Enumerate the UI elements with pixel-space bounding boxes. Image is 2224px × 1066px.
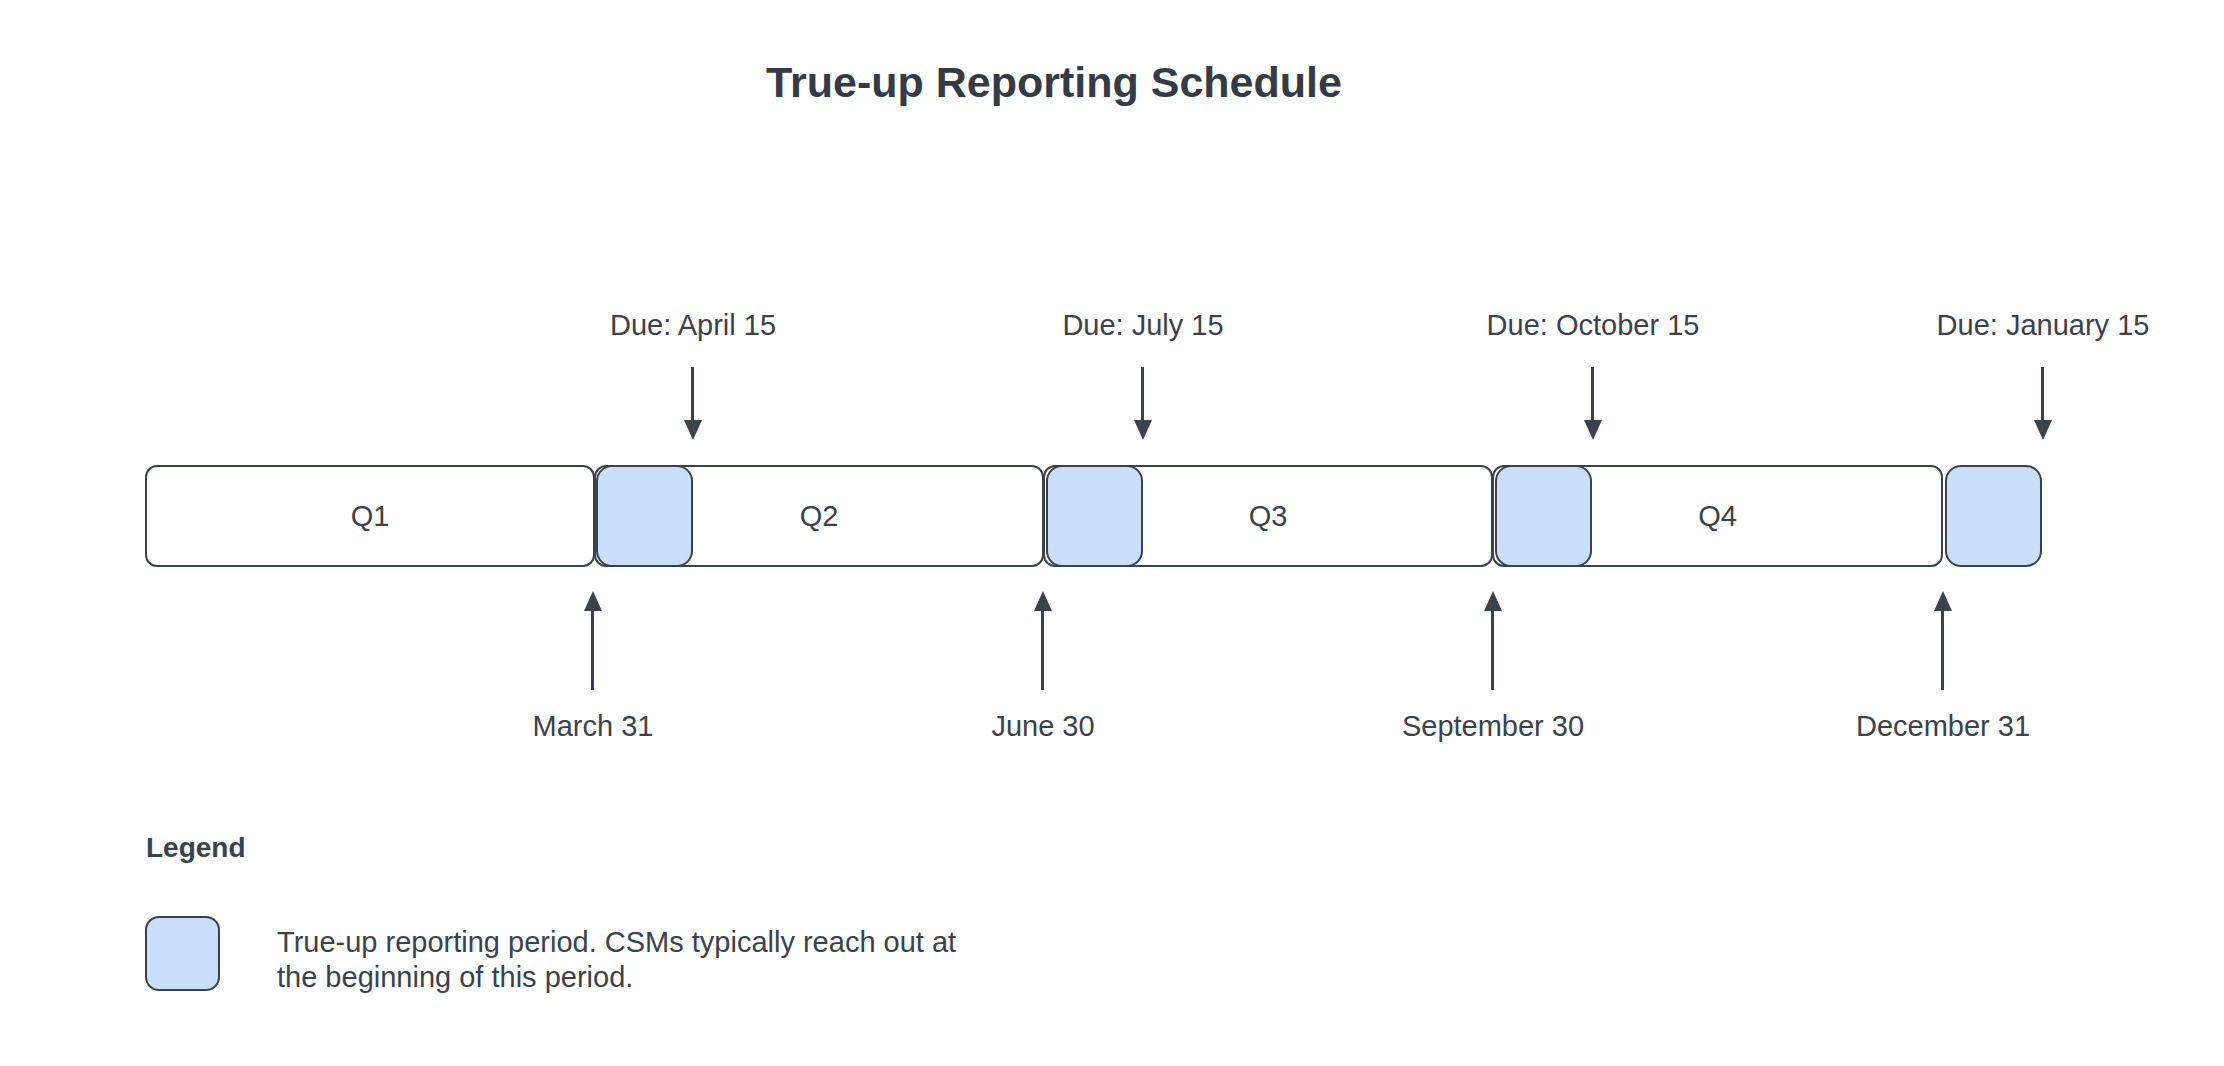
legend-item-text: True-up reporting period. CSMs typically… xyxy=(277,925,956,995)
legend-text-line: True-up reporting period. CSMs typically… xyxy=(277,925,956,960)
up-arrow-line xyxy=(1941,610,1944,690)
due-date-label-q3: Due: October 15 xyxy=(1487,308,1700,342)
down-arrow-line xyxy=(1141,367,1144,421)
quarter-label: Q1 xyxy=(351,500,390,533)
trueup-period-box-2 xyxy=(1046,465,1143,567)
period-end-label-q2: June 30 xyxy=(991,709,1094,743)
legend-title: Legend xyxy=(146,832,246,864)
down-arrow-head-icon xyxy=(2034,420,2052,440)
down-arrow-line xyxy=(691,367,694,421)
quarter-label: Q2 xyxy=(800,500,839,533)
trueup-schedule-diagram: True-up Reporting Schedule Due: April 15… xyxy=(0,0,2224,1066)
up-arrow-line xyxy=(591,610,594,690)
down-arrow-head-icon xyxy=(1134,420,1152,440)
trueup-period-box-1 xyxy=(596,465,693,567)
up-arrow-head-icon xyxy=(1484,591,1502,611)
legend-trueup-swatch xyxy=(145,916,220,991)
up-arrow-head-icon xyxy=(1934,591,1952,611)
legend-text-line: the beginning of this period. xyxy=(277,960,956,995)
quarter-label: Q3 xyxy=(1249,500,1288,533)
down-arrow-line xyxy=(2041,367,2044,421)
up-arrow-line xyxy=(1491,610,1494,690)
due-date-label-q4: Due: January 15 xyxy=(1937,308,2150,342)
down-arrow-head-icon xyxy=(1584,420,1602,440)
down-arrow-head-icon xyxy=(684,420,702,440)
quarter-label: Q4 xyxy=(1698,500,1737,533)
diagram-title: True-up Reporting Schedule xyxy=(766,58,1342,107)
period-end-label-q3: September 30 xyxy=(1402,709,1584,743)
quarter-box-q1: Q1 xyxy=(145,465,595,567)
trueup-period-box-4 xyxy=(1945,465,2042,567)
due-date-label-q2: Due: July 15 xyxy=(1062,308,1223,342)
up-arrow-head-icon xyxy=(1034,591,1052,611)
up-arrow-line xyxy=(1041,610,1044,690)
up-arrow-head-icon xyxy=(584,591,602,611)
period-end-label-q1: March 31 xyxy=(533,709,654,743)
period-end-label-q4: December 31 xyxy=(1856,709,2030,743)
due-date-label-q1: Due: April 15 xyxy=(610,308,776,342)
down-arrow-line xyxy=(1591,367,1594,421)
trueup-period-box-3 xyxy=(1495,465,1592,567)
